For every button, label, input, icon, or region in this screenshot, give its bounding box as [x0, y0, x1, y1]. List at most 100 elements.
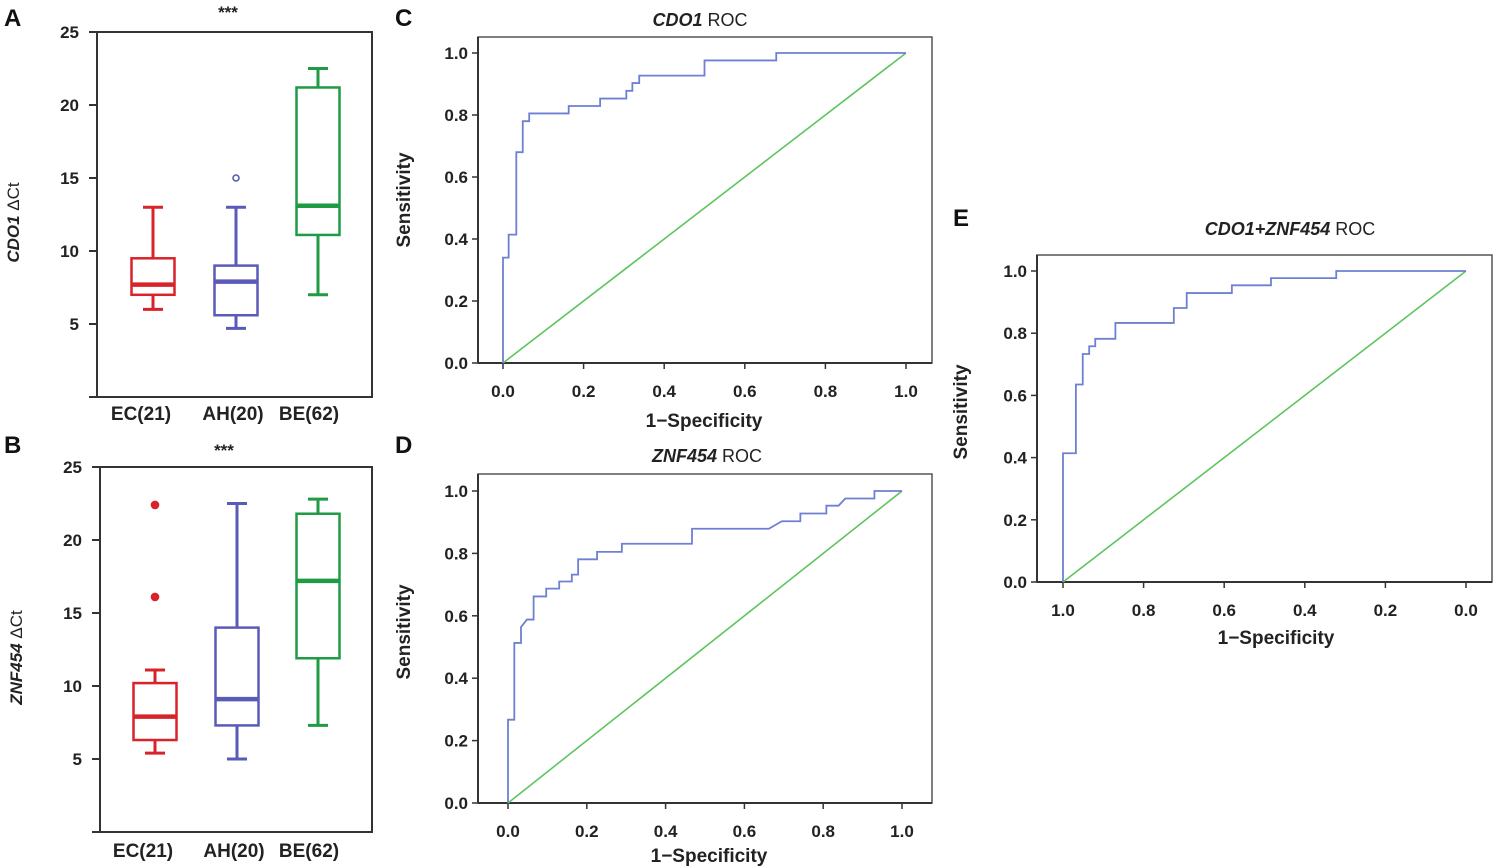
panel-e: E 1.0 0.8 0.6 0.4 0.2 0.0 0.0 0.2 0.4 0.6 0.8 1.0 CDO…: [951, 205, 1493, 649]
y-axis-label: ZNF454 ΔCt: [7, 610, 26, 706]
plot-frame: [477, 473, 933, 804]
y-tick-label: 1.0: [1003, 262, 1027, 281]
outlier-point: [150, 500, 160, 510]
y-tick-label: 0.0: [1003, 573, 1027, 592]
box-ah: AH(20): [202, 174, 264, 425]
chart-title-gene: ZNF454: [651, 446, 717, 466]
plot-frame: [99, 466, 373, 833]
outlier-point: [150, 592, 160, 602]
y-axis-label-unit: ΔCt: [4, 182, 23, 215]
x-tick-label: 0.0: [496, 822, 520, 841]
outlier-point: [232, 174, 240, 182]
chart-title-suffix: ROC: [1330, 219, 1375, 239]
panel-b: B *** 5 10 15 20 25 ZNF454 ΔCt EC(21) AH(20) BE(62…: [4, 432, 373, 862]
y-tick-label: 15: [63, 604, 82, 623]
chart-title-gene: CDO1: [652, 10, 702, 30]
x-tick-label: 0.2: [1374, 601, 1398, 620]
y-axis-label: Sensitivity: [394, 152, 415, 247]
x-tick-label: 0.8: [1132, 601, 1156, 620]
reference-line: [1062, 270, 1467, 583]
significance-label: ***: [214, 441, 234, 460]
x-tick-label: 0.8: [811, 822, 835, 841]
y-tick-label: 1.0: [444, 44, 468, 63]
box-iqr: [214, 626, 260, 727]
x-axis-label: 1−Specificity: [646, 411, 763, 432]
y-tick-label: 0.0: [444, 354, 468, 373]
y-tick-label: 0.4: [444, 669, 468, 688]
x-category-label: EC(21): [113, 841, 173, 862]
y-tick-label: 0.8: [444, 106, 468, 125]
box-iqr: [132, 681, 178, 742]
y-tick-label: 10: [60, 242, 79, 261]
panel-a: A *** 5 10 15 20 25 CDO1 ΔCt EC(21) AH(20) BE(62): [4, 3, 373, 425]
reference-line: [507, 490, 903, 804]
x-tick-label: 0.4: [652, 382, 676, 401]
chart-title-gene: CDO1+ZNF454: [1205, 219, 1331, 239]
y-axis-label: CDO1 ΔCt: [4, 182, 23, 263]
y-tick-label: 25: [63, 458, 82, 477]
plot-frame: [96, 31, 373, 398]
x-tick-label: 0.2: [575, 822, 599, 841]
x-tick-label: 1.0: [1051, 601, 1075, 620]
x-category-label: AH(20): [203, 841, 264, 862]
panel-letter: B: [4, 432, 21, 459]
y-tick-label: 0.2: [1003, 511, 1027, 530]
panel-c: C 0.0 0.2 0.4 0.6 0.8 1.0 0.0 0.2 0.4 0.6 0.8 1.0 CDO…: [394, 5, 933, 432]
y-tick-label: 25: [60, 23, 79, 42]
x-axis-label: 1−Specificity: [651, 846, 768, 867]
y-tick-label: 0.4: [1003, 449, 1027, 468]
x-tick-label: 0.0: [491, 382, 515, 401]
x-tick-label: 0.4: [1293, 601, 1317, 620]
y-tick-label: 20: [63, 531, 82, 550]
x-category-label: AH(20): [202, 404, 263, 425]
y-tick-label: 0.8: [1003, 324, 1027, 343]
chart-title-suffix: ROC: [717, 446, 762, 466]
x-tick-label: 0.2: [572, 382, 596, 401]
x-tick-label: 0.6: [733, 382, 757, 401]
y-tick-label: 20: [60, 96, 79, 115]
box-iqr: [130, 257, 176, 297]
y-tick-label: 5: [73, 750, 82, 769]
chart-title: CDO1+ZNF454 ROC: [1205, 219, 1376, 239]
y-tick-label: 15: [60, 169, 79, 188]
box-be: BE(62): [279, 497, 341, 862]
box-ah: AH(20): [203, 502, 265, 862]
x-category-label: BE(62): [279, 404, 339, 425]
y-axis-label-unit: ΔCt: [7, 610, 26, 643]
y-tick-label: 0.0: [444, 794, 468, 813]
reference-line: [502, 52, 907, 364]
y-tick-label: 10: [63, 677, 82, 696]
roc-curve: [502, 52, 906, 363]
y-tick-label: 0.2: [444, 732, 468, 751]
y-tick-label: 5: [70, 315, 79, 334]
x-axis-label: 1−Specificity: [1218, 628, 1335, 649]
x-category-label: EC(21): [111, 404, 171, 425]
box-ec: EC(21): [111, 205, 176, 425]
y-tick-label: 1.0: [444, 482, 468, 501]
panel-d: D 0.0 0.2 0.4 0.6 0.8 1.0 0.0 0.2 0.4 0.6 0.8 1.0 ZNF…: [394, 432, 933, 867]
y-tick-label: 0.6: [444, 168, 468, 187]
y-tick-label: 0.8: [444, 544, 468, 563]
panel-letter: C: [395, 5, 412, 32]
significance-label: ***: [218, 3, 238, 22]
y-tick-label: 0.6: [444, 607, 468, 626]
y-axis-label-gene: CDO1: [4, 215, 23, 262]
x-tick-label: 0.6: [733, 822, 757, 841]
x-category-label: BE(62): [279, 841, 339, 862]
box-ec: EC(21): [113, 500, 178, 862]
y-axis-label-gene: ZNF454: [7, 643, 26, 706]
box-iqr: [295, 512, 341, 660]
panel-letter: D: [395, 432, 412, 459]
box-be: BE(62): [279, 67, 341, 425]
chart-title-suffix: ROC: [703, 10, 748, 30]
roc-curve: [507, 490, 902, 803]
box-iqr: [295, 86, 341, 237]
y-tick-label: 0.4: [444, 230, 468, 249]
x-tick-label: 0.6: [1212, 601, 1236, 620]
panel-letter: A: [4, 5, 21, 32]
y-tick-label: 0.6: [1003, 386, 1027, 405]
x-tick-label: 0.0: [1454, 601, 1478, 620]
panel-letter: E: [953, 205, 969, 232]
box-iqr: [213, 264, 259, 317]
